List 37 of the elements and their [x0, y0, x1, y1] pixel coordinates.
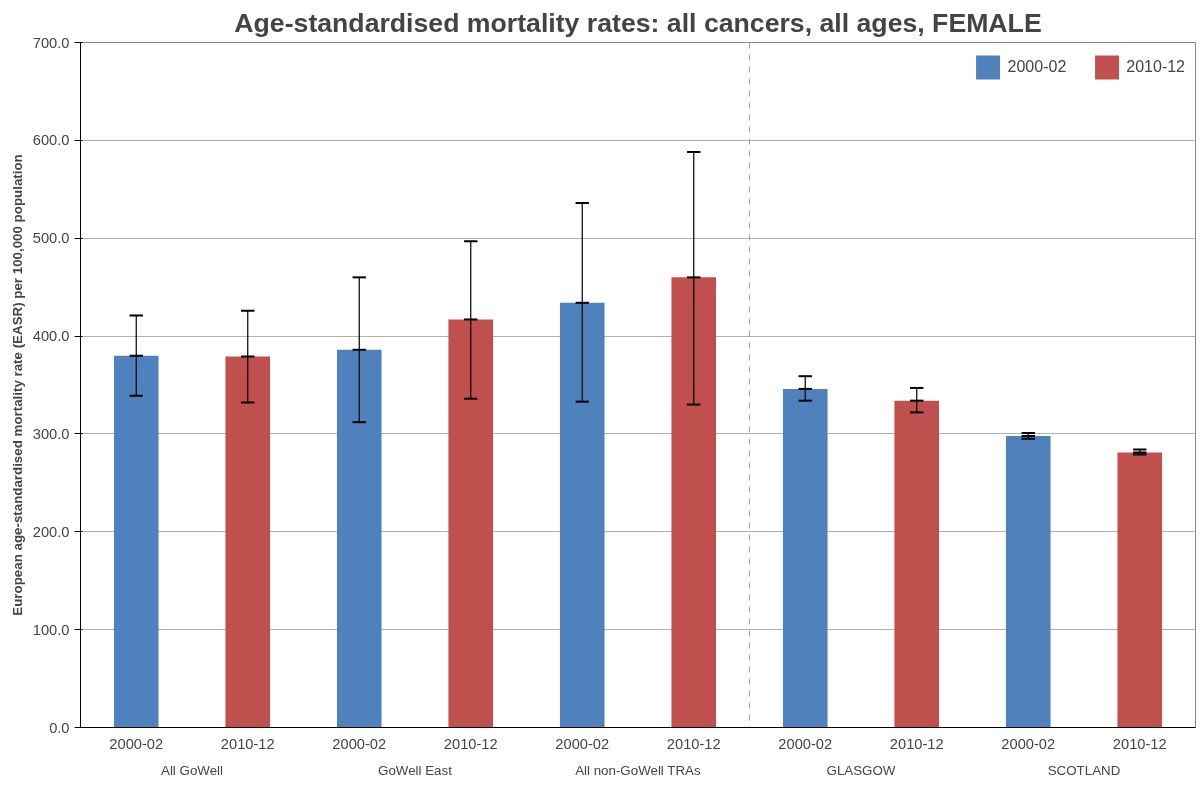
- x-tick-label: GoWell East: [378, 762, 453, 778]
- text: 2010-12: [443, 735, 498, 752]
- bar: [1117, 452, 1163, 728]
- legend-label: 2000-02: [1007, 58, 1067, 76]
- bar: [559, 302, 605, 728]
- text: 2010-12: [666, 735, 721, 752]
- text: 2000-02: [332, 735, 387, 752]
- x-tick-label: GLASGOW: [826, 762, 896, 778]
- y-tick-label: 100.0: [32, 621, 70, 638]
- bar: [671, 277, 717, 728]
- x-tick-label: All non-GoWell TRAs: [575, 762, 701, 778]
- bar: [894, 400, 940, 728]
- chart-title: Age-standardised mortality rates: all cancers, all ages, FEMALE: [234, 7, 1042, 38]
- bar: [782, 388, 828, 728]
- bar: [336, 349, 382, 728]
- text: 2010-12: [1112, 735, 1167, 752]
- text: 2010-12: [220, 735, 275, 752]
- bar: [225, 356, 271, 728]
- y-tick-label: 500.0: [32, 230, 70, 247]
- text: 2010-12: [889, 735, 944, 752]
- bar: [113, 355, 159, 728]
- y-tick-label: 700.0: [32, 34, 70, 51]
- y-tick-label: 0.0: [49, 719, 70, 736]
- bar: [448, 319, 494, 728]
- bar: [1005, 435, 1051, 728]
- y-tick-label: 400.0: [32, 328, 70, 345]
- legend-label: 2010-12: [1126, 58, 1185, 76]
- text: 2000-02: [1001, 735, 1056, 752]
- x-tick-label: SCOTLAND: [1047, 762, 1121, 778]
- text: 2000-02: [555, 735, 610, 752]
- text: 2000-02: [109, 735, 164, 752]
- text: 2000-02: [778, 735, 833, 752]
- y-tick-label: 200.0: [32, 523, 70, 540]
- x-tick-label: All GoWell: [161, 762, 224, 778]
- y-axis-title: European age-standardised mortality rate (EASR) per 100,000 population: [9, 154, 25, 616]
- y-tick-label: 600.0: [32, 132, 70, 149]
- y-tick-label: 300.0: [32, 425, 70, 442]
